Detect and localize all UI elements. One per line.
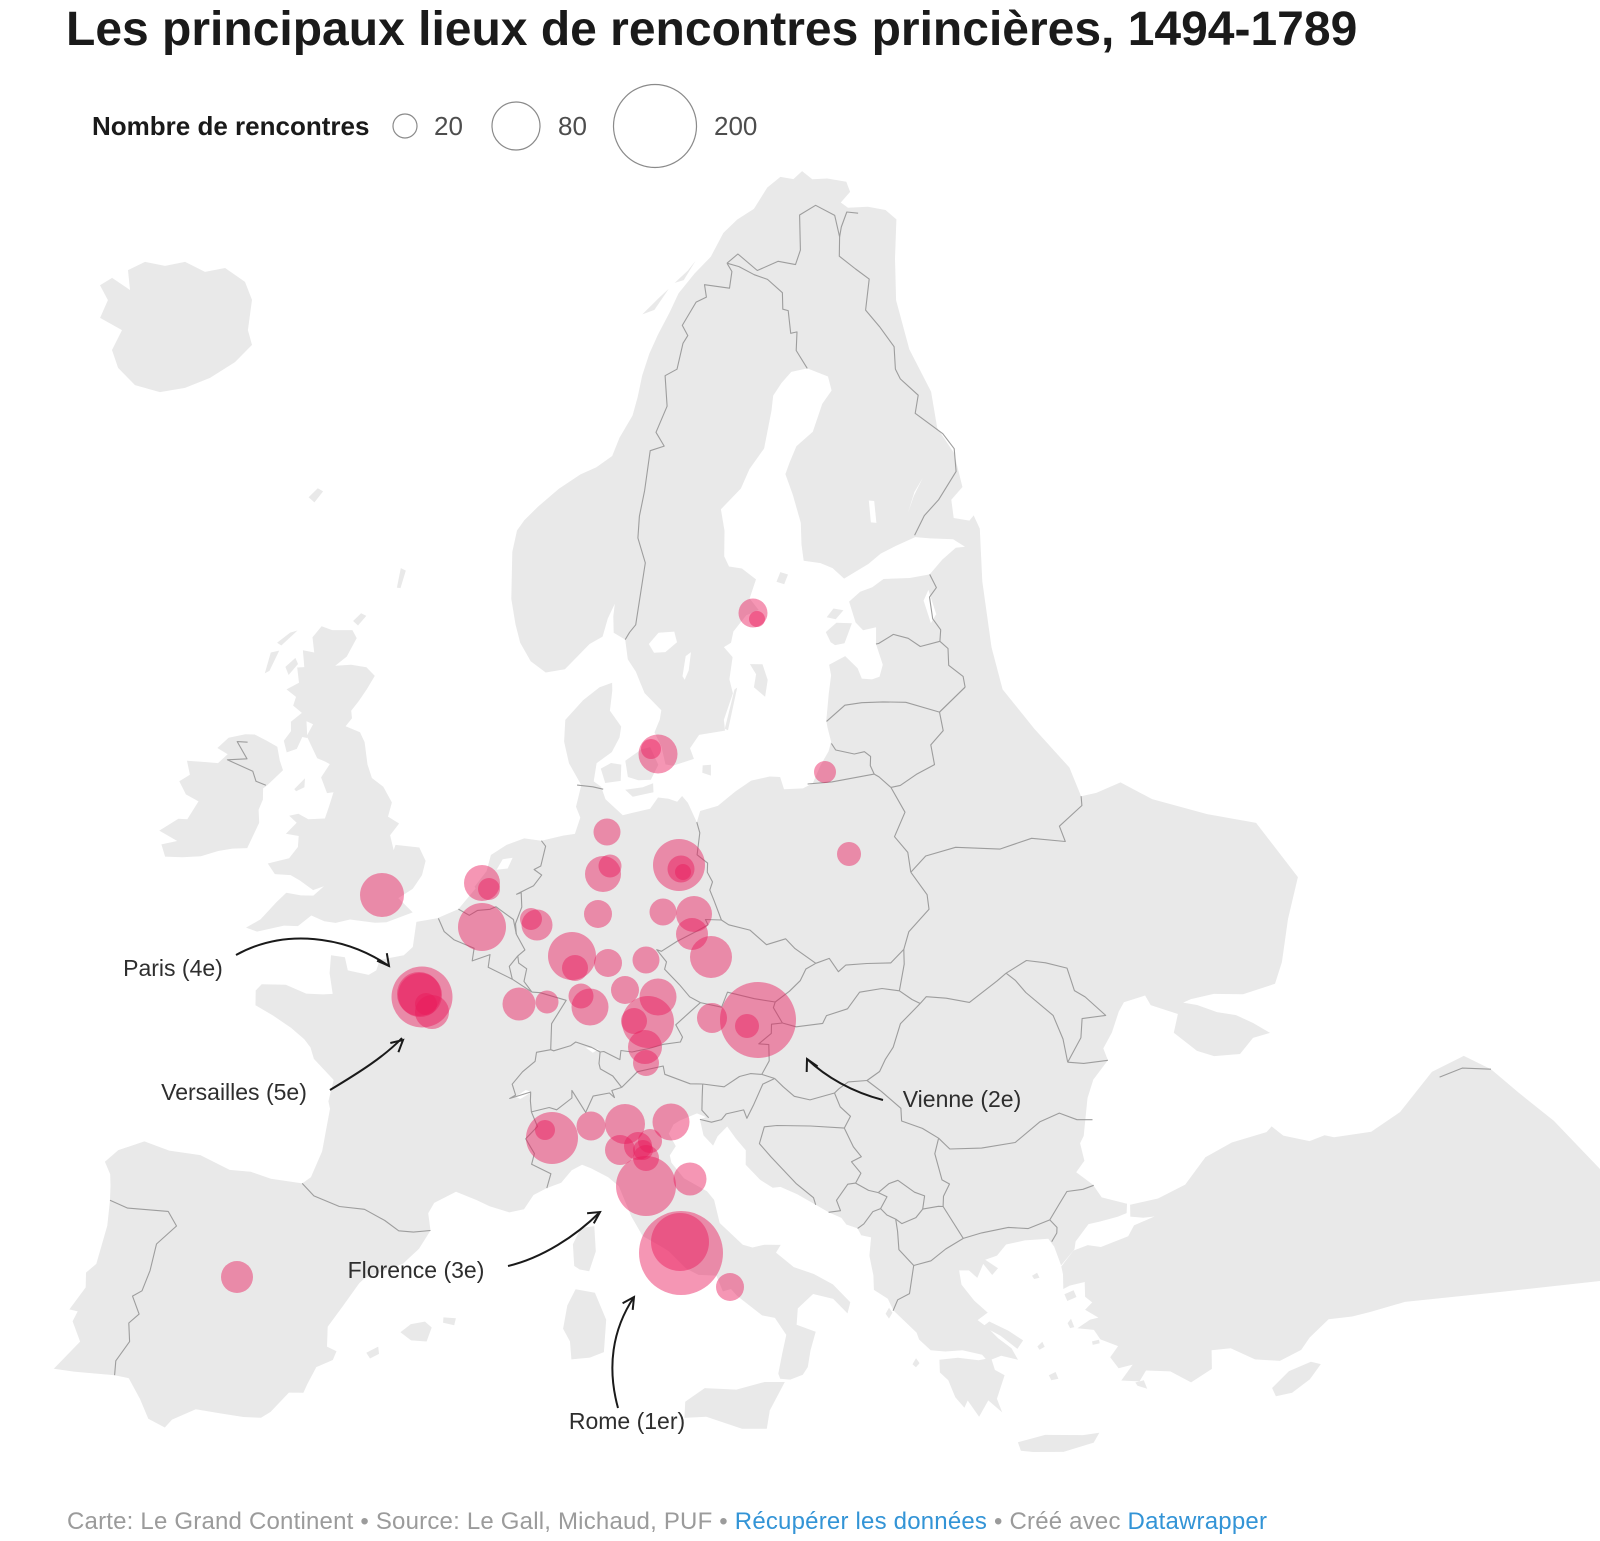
svg-text:Les principaux lieux de rencon: Les principaux lieux de rencontres princ… [66,3,1357,56]
svg-text:Rome (1er): Rome (1er) [569,1408,685,1434]
svg-text:Carte: Le Grand Continent • So: Carte: Le Grand Continent • Source: Le G… [67,1508,1267,1535]
svg-text:Florence (3e): Florence (3e) [348,1257,485,1283]
svg-text:200: 200 [714,111,757,141]
svg-text:80: 80 [558,111,587,141]
svg-text:20: 20 [434,111,463,141]
svg-text:Vienne (2e): Vienne (2e) [903,1086,1022,1112]
svg-text:Versailles (5e): Versailles (5e) [161,1079,307,1105]
svg-text:Paris (4e): Paris (4e) [123,955,223,981]
svg-text:Nombre de rencontres: Nombre de rencontres [92,111,369,141]
